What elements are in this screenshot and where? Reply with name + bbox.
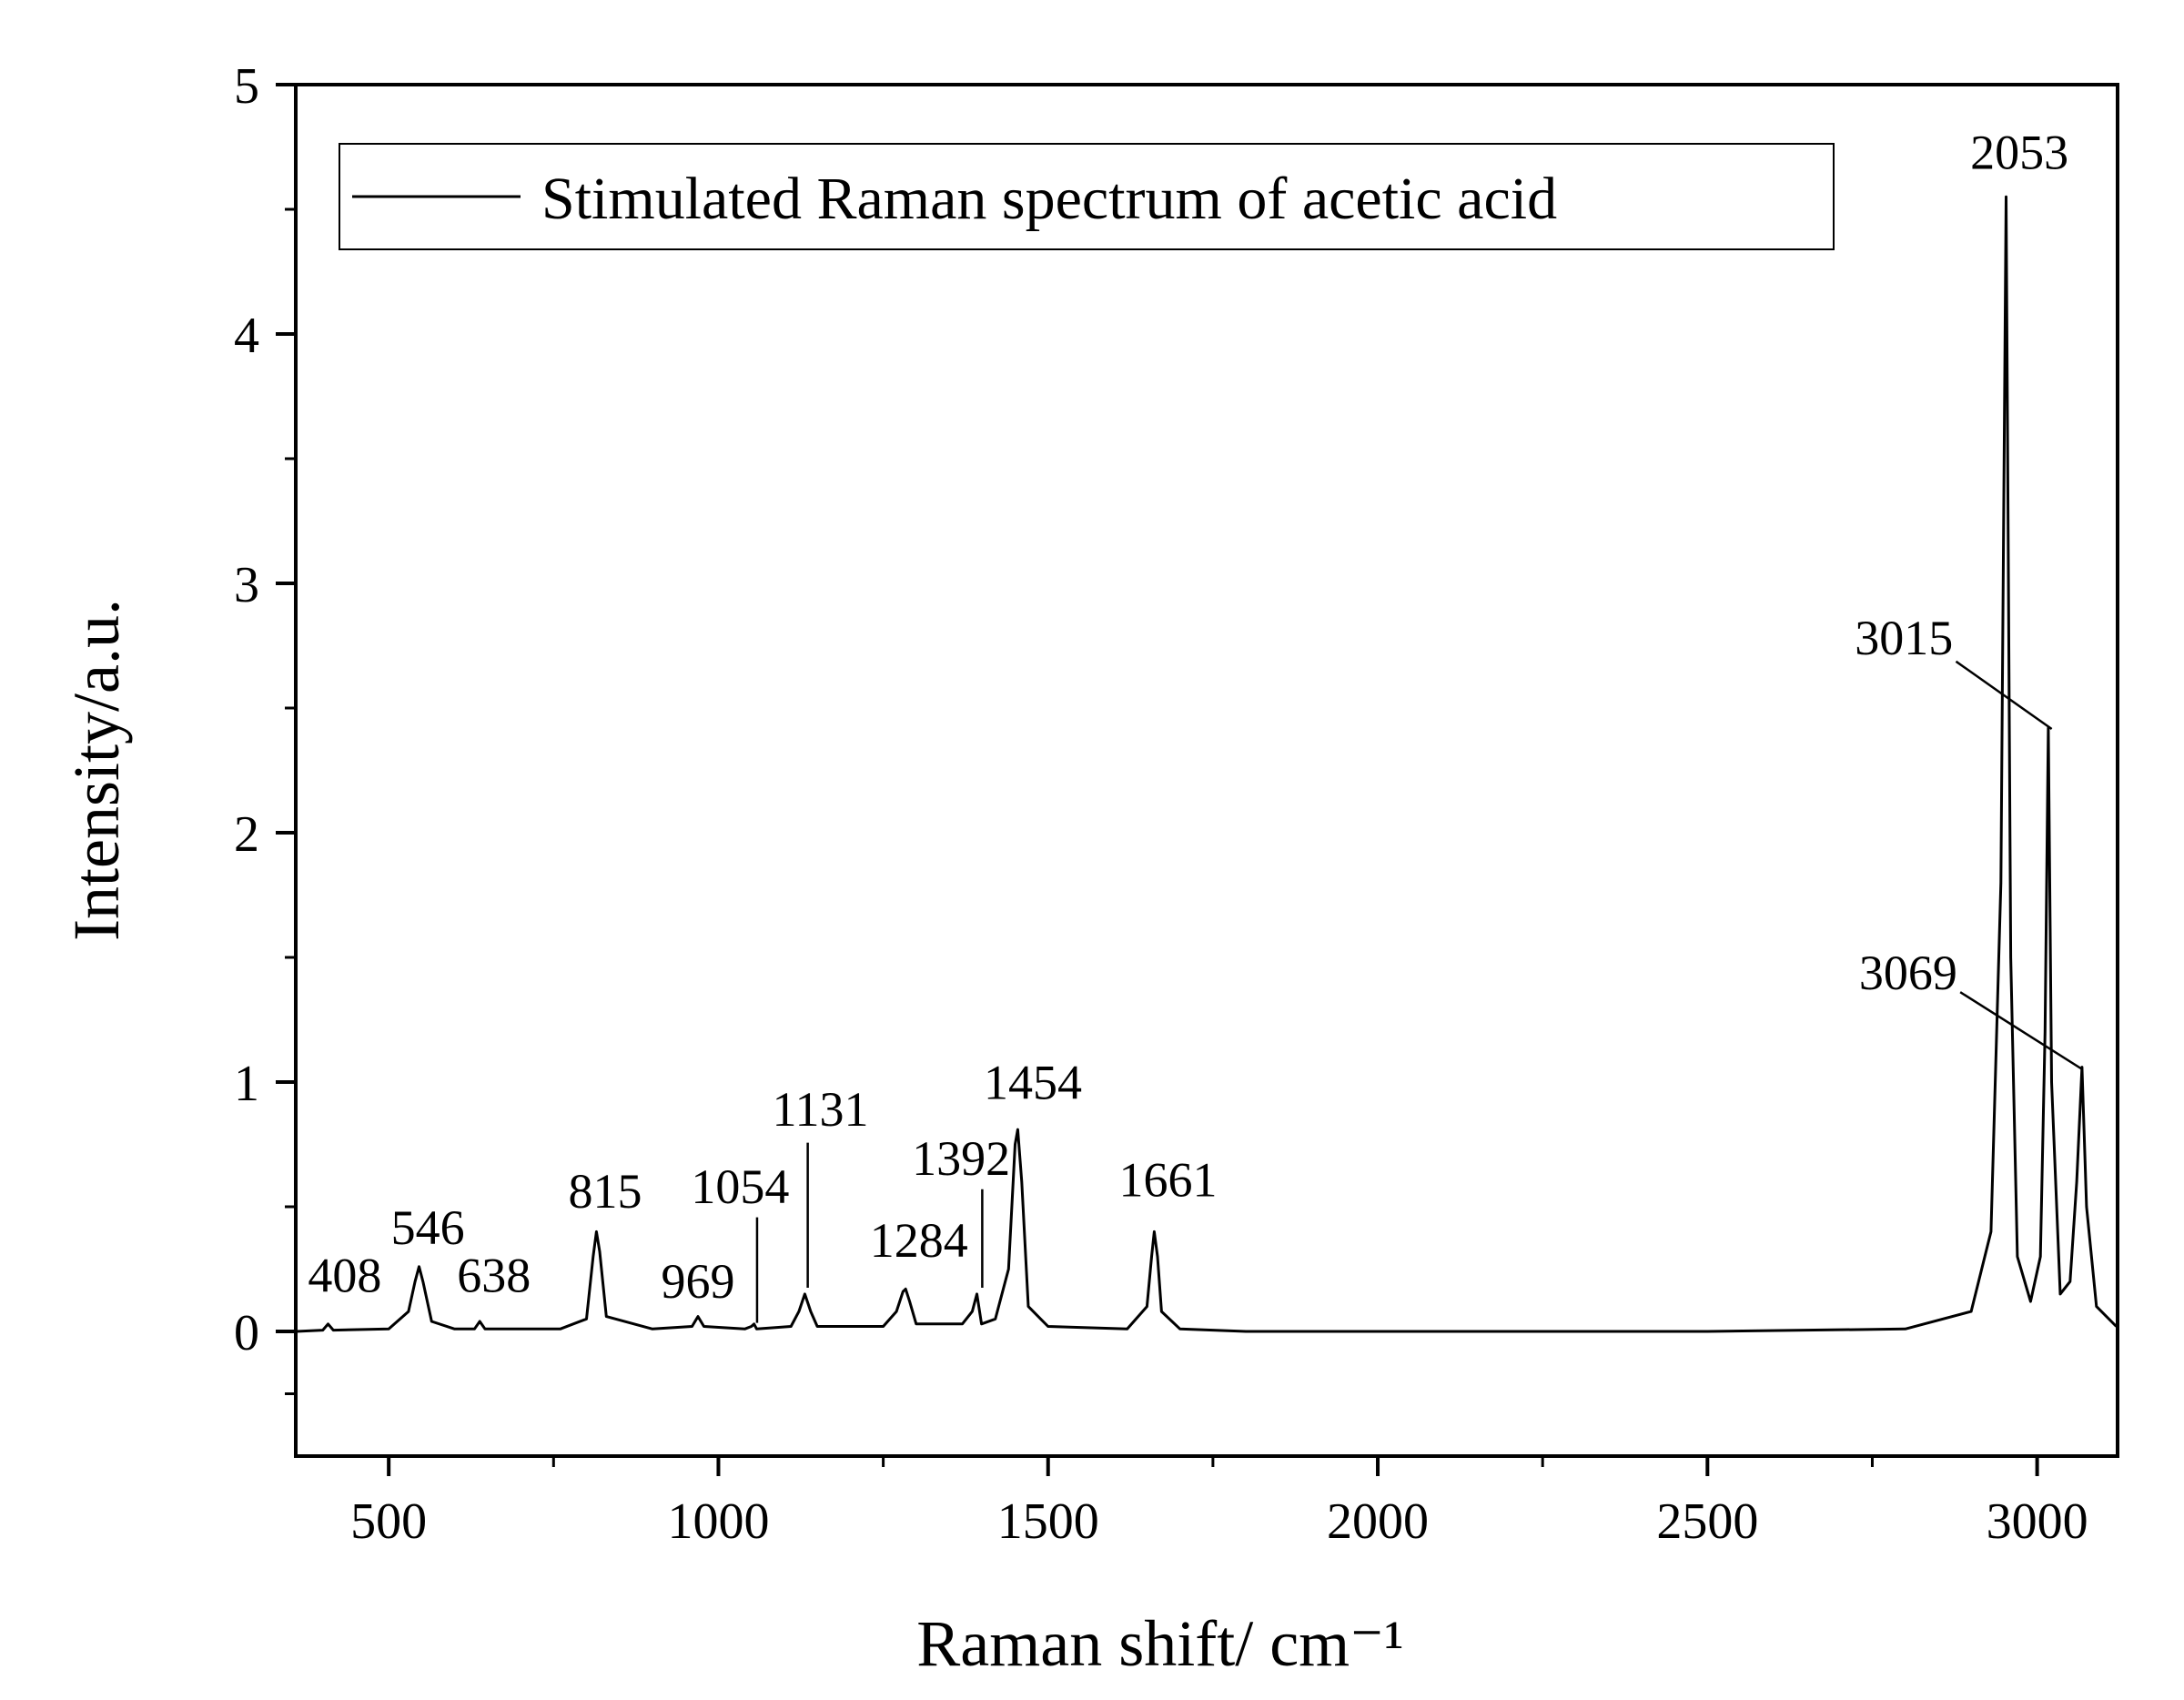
peak-label: 1454 — [984, 1056, 1082, 1110]
leader-line — [1955, 660, 2053, 731]
y-tick-label: 4 — [234, 308, 259, 364]
x-tick-label: 2500 — [1656, 1493, 1758, 1550]
x-tick-label: 1000 — [667, 1493, 769, 1550]
x-tick-label: 500 — [350, 1493, 427, 1550]
peak-label: 815 — [568, 1164, 642, 1219]
x-tick-label: 1500 — [997, 1493, 1099, 1550]
peak-label: 1392 — [912, 1131, 1010, 1186]
peak-label: 408 — [308, 1249, 381, 1303]
peak-label: 1054 — [691, 1159, 789, 1214]
y-tick-label: 1 — [234, 1056, 259, 1112]
peak-label: 546 — [391, 1200, 465, 1255]
legend-box — [339, 143, 1835, 250]
y-tick-label: 5 — [234, 58, 259, 115]
x-tick-label: 2000 — [1327, 1493, 1429, 1550]
peak-label: 3069 — [1859, 946, 1957, 1000]
x-tick-label: 3000 — [1987, 1493, 2088, 1550]
peak-label: 2053 — [1970, 126, 2068, 180]
peak-label: 3015 — [1855, 611, 1953, 665]
x-axis-title: Raman shift/ cm⁻¹ — [916, 1607, 1404, 1680]
legend-label: Stimulated Raman spectrum of acetic acid — [541, 166, 1557, 232]
peak-label: 969 — [662, 1254, 735, 1309]
plot-frame — [294, 83, 2119, 1458]
peak-label: 1661 — [1119, 1152, 1218, 1207]
spectrum-line — [296, 195, 2118, 1333]
leader-line — [1959, 991, 2084, 1071]
peak-label: 638 — [457, 1249, 531, 1303]
y-tick-label: 0 — [234, 1305, 259, 1361]
peak-label: 1284 — [870, 1213, 968, 1268]
y-tick-label: 2 — [234, 806, 259, 863]
y-axis-title: Intensity/a.u. — [60, 599, 133, 941]
y-tick-label: 3 — [234, 557, 259, 613]
peak-label: 1131 — [773, 1082, 869, 1137]
